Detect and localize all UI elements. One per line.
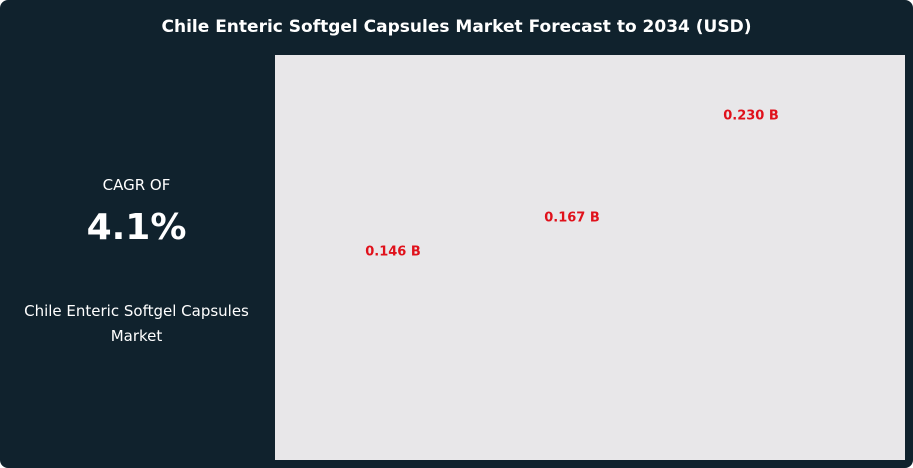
value-label: 0.146 B [365,245,421,260]
value-label: 0.230 B [723,109,779,124]
cagr-label: CAGR OF [102,176,171,194]
market-name: Chile Enteric Softgel Capsules Market [24,302,249,345]
chart-title: Chile Enteric Softgel Capsules Market Fo… [161,17,752,37]
cagr-value: 4.1% [86,207,187,248]
value-label: 0.167 B [544,211,600,226]
plot-background [275,55,905,460]
summary-panel: CAGR OF 4.1% Chile Enteric Softgel Capsu… [0,55,273,468]
chart-area: 0.146 B 0.167 B 0.230 B [275,55,905,460]
